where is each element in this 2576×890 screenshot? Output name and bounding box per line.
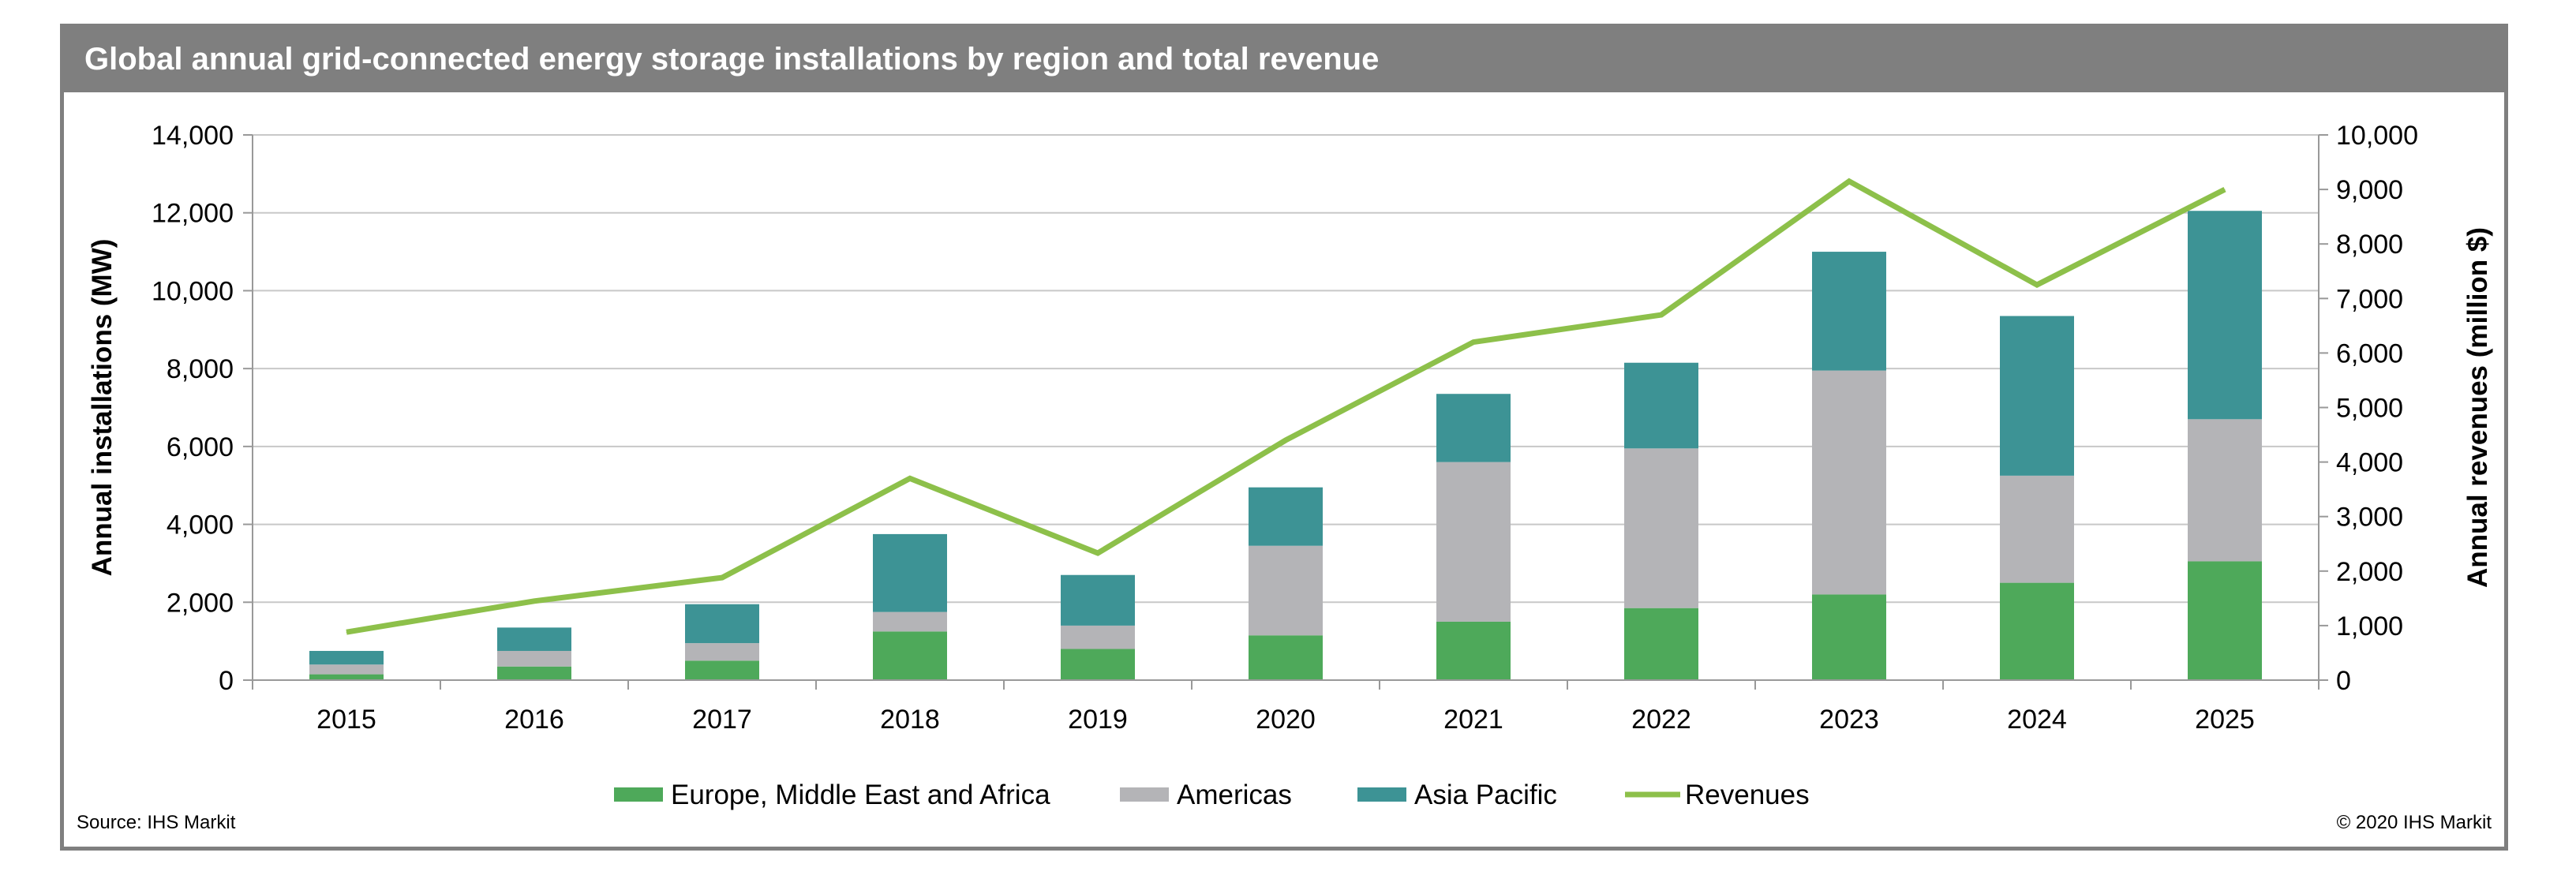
chart-area: 0 2,000 4,000 6,000 8,000 10,000 12,000 14,000 0… bbox=[87, 121, 2493, 810]
bar-segment bbox=[1436, 462, 1511, 622]
bar-segment bbox=[1812, 594, 1886, 680]
legend-label: Asia Pacific bbox=[1414, 780, 1557, 810]
x-tick-label: 2019 bbox=[1068, 705, 1128, 735]
legend-swatch bbox=[614, 787, 663, 802]
x-tick-label: 2024 bbox=[2007, 705, 2067, 735]
y-tick-label: 2,000 bbox=[167, 588, 234, 618]
y-tick-label: 12,000 bbox=[152, 199, 234, 229]
bar-segment bbox=[1436, 621, 1511, 680]
x-tick-label: 2018 bbox=[880, 705, 940, 735]
bar-segment bbox=[685, 660, 759, 680]
bar-segment bbox=[309, 664, 384, 675]
bar-segment bbox=[685, 604, 759, 644]
x-tick-label: 2022 bbox=[1631, 705, 1691, 735]
bar-segment bbox=[2000, 475, 2074, 583]
revenue-point bbox=[1097, 552, 1099, 554]
legend-label: Revenues bbox=[1685, 780, 1810, 810]
bar-segment bbox=[309, 650, 384, 665]
revenue-point bbox=[909, 477, 911, 479]
bar-segment bbox=[873, 631, 947, 680]
legend-label: Europe, Middle East and Africa bbox=[671, 780, 1050, 810]
y-axis-title: Annual installations (MW) bbox=[87, 239, 118, 577]
y-tick-label: 0 bbox=[219, 666, 234, 696]
y-tick-label: 10,000 bbox=[152, 276, 234, 306]
bar-segment bbox=[2188, 419, 2262, 562]
y2-tick-label: 4,000 bbox=[2336, 448, 2403, 478]
bar-segment bbox=[1812, 370, 1886, 595]
chart-frame: Global annual grid-connected energy stor… bbox=[60, 24, 2508, 851]
bar-segment bbox=[1249, 487, 1323, 546]
y2-tick-label: 3,000 bbox=[2336, 503, 2403, 533]
bar-segment bbox=[497, 650, 571, 667]
bar-segment bbox=[1624, 362, 1698, 449]
legend-label: Americas bbox=[1177, 780, 1292, 810]
bar-segment bbox=[309, 674, 384, 680]
bar-segment bbox=[1249, 545, 1323, 636]
bar-segment bbox=[1812, 252, 1886, 371]
bar-segment bbox=[873, 533, 947, 612]
bar-segment bbox=[2000, 316, 2074, 476]
y-tick-label: 6,000 bbox=[167, 432, 234, 462]
legend-swatch bbox=[1120, 787, 1169, 802]
x-tick-label: 2023 bbox=[1819, 705, 1879, 735]
x-tick-label: 2017 bbox=[692, 705, 752, 735]
source-note: Source: IHS Markit bbox=[77, 812, 236, 833]
legend-item: Revenues bbox=[1625, 780, 1810, 810]
bar-segment bbox=[1061, 625, 1135, 649]
y-tick-label: 14,000 bbox=[152, 121, 234, 151]
legend-item: Asia Pacific bbox=[1357, 780, 1557, 810]
legend-item: Americas bbox=[1120, 780, 1292, 810]
bar-segment bbox=[1436, 394, 1511, 462]
bar-segment bbox=[497, 666, 571, 680]
bar-segment bbox=[873, 611, 947, 632]
y2-tick-label: 10,000 bbox=[2336, 121, 2418, 151]
x-tick-label: 2016 bbox=[504, 705, 564, 735]
revenue-point bbox=[534, 600, 535, 602]
revenue-point bbox=[1661, 314, 1662, 316]
y2-tick-label: 0 bbox=[2336, 666, 2351, 696]
bar-segment bbox=[497, 627, 571, 651]
x-tick-label: 2025 bbox=[2195, 705, 2255, 735]
revenue-point bbox=[346, 631, 347, 633]
x-tick-label: 2021 bbox=[1443, 705, 1503, 735]
y2-tick-label: 9,000 bbox=[2336, 175, 2403, 205]
y2-tick-label: 6,000 bbox=[2336, 338, 2403, 368]
bar-segment bbox=[2000, 582, 2074, 680]
y2-tick-label: 1,000 bbox=[2336, 611, 2403, 641]
x-tick-label: 2020 bbox=[1256, 705, 1316, 735]
bar-segment bbox=[1624, 608, 1698, 680]
y2-axis-title: Annual revenues (million $) bbox=[2462, 227, 2493, 588]
y2-tick-label: 7,000 bbox=[2336, 284, 2403, 314]
copyright-note: © 2020 IHS Markit bbox=[2336, 812, 2492, 833]
legend-item: Europe, Middle East and Africa bbox=[614, 780, 1050, 810]
title-bar: Global annual grid-connected energy stor… bbox=[64, 28, 2504, 92]
bar-segment bbox=[2188, 561, 2262, 680]
x-tick-label: 2015 bbox=[316, 705, 376, 735]
y2-tick-label: 5,000 bbox=[2336, 394, 2403, 424]
revenue-point bbox=[2224, 189, 2226, 190]
revenue-point bbox=[2036, 284, 2038, 286]
y-tick-label: 4,000 bbox=[167, 510, 234, 540]
legend-swatch bbox=[1357, 787, 1406, 802]
bar-segment bbox=[1249, 635, 1323, 680]
bar-segment bbox=[1624, 448, 1698, 608]
y2-tick-label: 2,000 bbox=[2336, 557, 2403, 587]
bar-segment bbox=[1061, 649, 1135, 680]
bar-segment bbox=[685, 643, 759, 661]
bar-segment bbox=[2188, 211, 2262, 420]
y2-tick-label: 8,000 bbox=[2336, 230, 2403, 260]
chart-title: Global annual grid-connected energy stor… bbox=[84, 42, 1380, 77]
y-tick-label: 8,000 bbox=[167, 354, 234, 384]
bar-segment bbox=[1061, 574, 1135, 626]
